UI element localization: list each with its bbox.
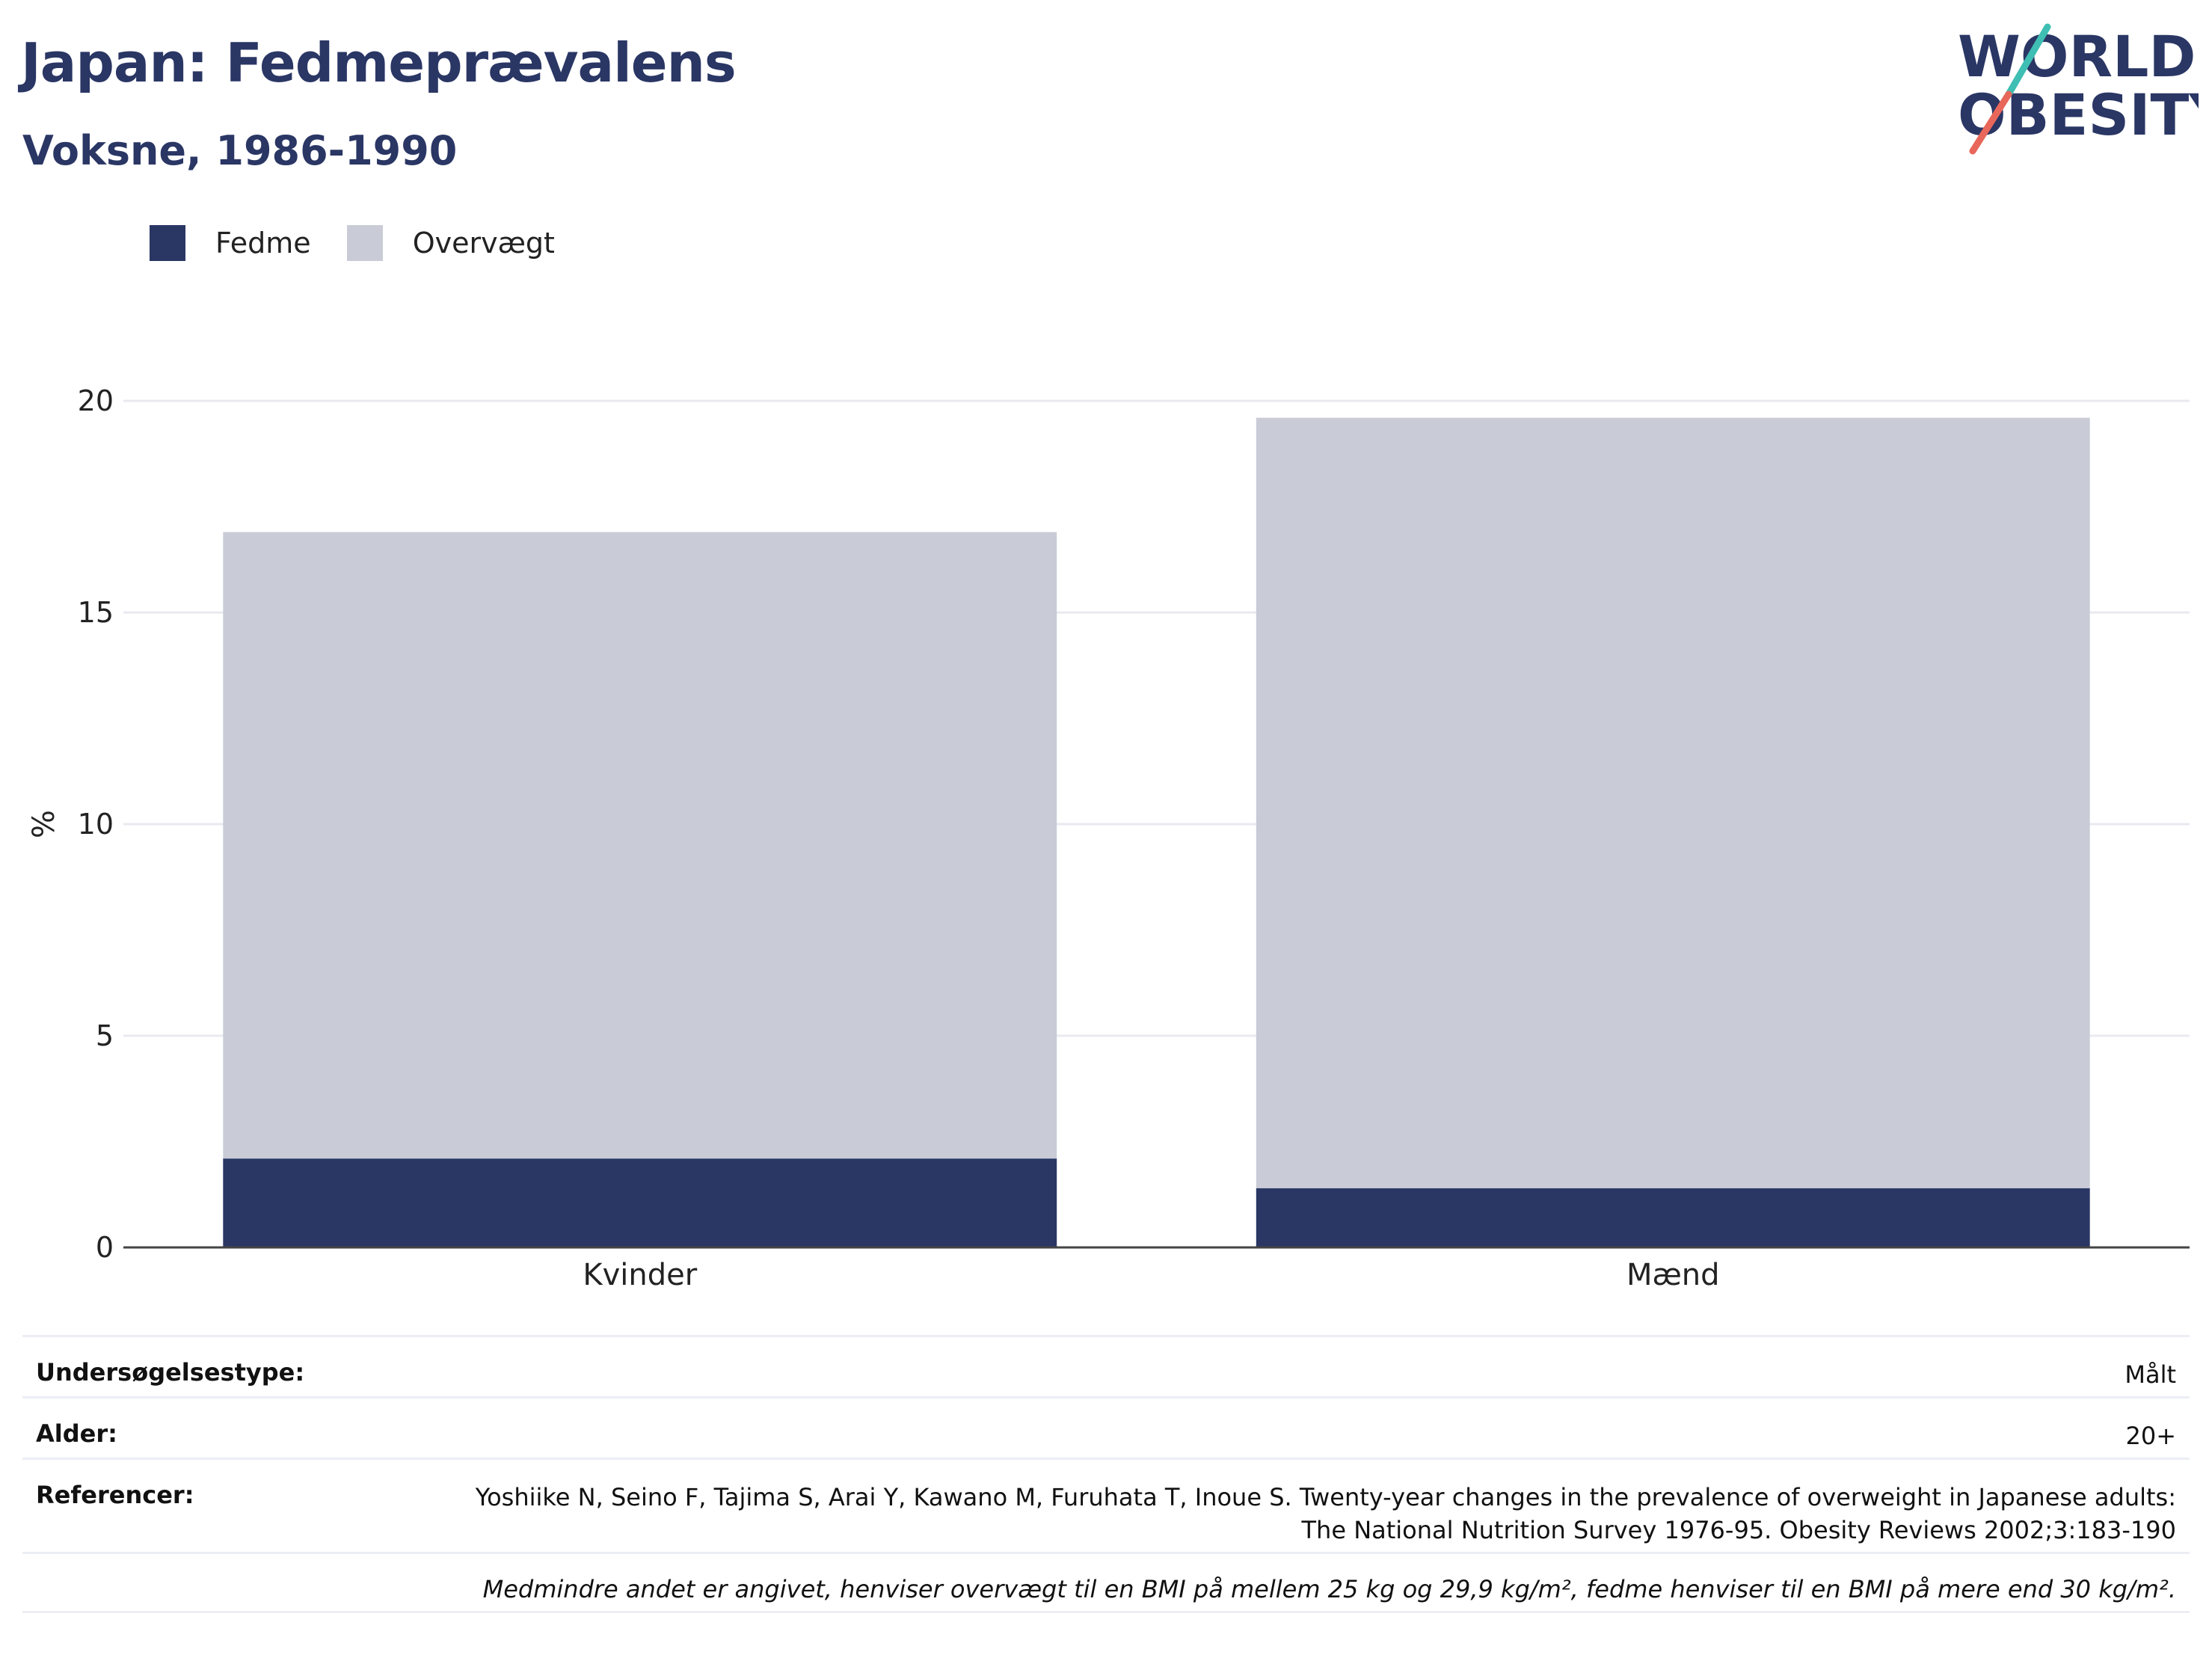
legend-item-overvaegt[interactable]: Overvægt <box>346 225 555 261</box>
x-category-label: Mænd <box>1626 1258 1720 1292</box>
info-key-survey-type: Undersøgelsestype: <box>36 1358 305 1387</box>
legend-swatch-overvaegt <box>346 225 383 261</box>
bars <box>223 417 2090 1247</box>
info-row-references: Referencer: Yoshiike N, Seino F, Tajima … <box>22 1458 2190 1552</box>
info-row-note: Medmindre andet er angivet, henviser ove… <box>22 1552 2190 1613</box>
y-tick-label: 10 <box>78 808 114 841</box>
info-key-age: Alder: <box>36 1419 117 1448</box>
legend-item-fedme[interactable]: Fedme <box>150 225 311 261</box>
y-tick-label: 15 <box>78 596 114 629</box>
legend-label-fedme: Fedme <box>215 227 311 260</box>
chart-legend: Fedme Overvægt <box>150 221 591 265</box>
axes: 0 5 10 15 20 Kvinder Mænd <box>78 384 2190 1292</box>
definition-note: Medmindre andet er angivet, henviser ove… <box>482 1575 2176 1603</box>
legend-swatch-fedme <box>150 225 185 261</box>
info-value-age: 20+ <box>2125 1422 2176 1450</box>
info-key-references: Referencer: <box>36 1481 194 1509</box>
y-tick-label: 5 <box>96 1019 114 1052</box>
info-row-age: Alder: 20+ <box>22 1396 2190 1458</box>
y-tick-label: 0 <box>96 1231 114 1264</box>
bar-chart: 0 5 10 15 20 Kvinder Mænd % <box>27 384 2190 1292</box>
bar-overvaegt-0[interactable] <box>223 532 1057 1159</box>
y-tick-label: 20 <box>78 384 114 417</box>
y-axis-label: % <box>27 810 61 838</box>
info-value-references: Yoshiike N, Seino F, Tajima S, Arai Y, K… <box>475 1483 2176 1544</box>
x-category-label: Kvinder <box>583 1258 697 1292</box>
bar-fedme-1[interactable] <box>1256 1188 2090 1247</box>
bar-overvaegt-1[interactable] <box>1256 417 2090 1188</box>
bar-fedme-0[interactable] <box>223 1158 1057 1247</box>
legend-label-overvaegt: Overvægt <box>412 227 555 260</box>
info-value-survey-type: Målt <box>2125 1360 2176 1389</box>
logo-teal-slash <box>2005 23 2051 98</box>
logo-line-1: WORLD <box>1958 23 2196 90</box>
page-subtitle: Voksne, 1986-1990 <box>22 127 458 174</box>
page-title: Japan: Fedmeprævalens <box>21 31 737 94</box>
logo-red-slash <box>1969 90 2012 155</box>
info-table: Undersøgelsestype: Målt Alder: 20+ Refer… <box>22 1335 2190 1613</box>
world-obesity-logo: WORLD OBESITY <box>1958 23 2199 155</box>
info-row-survey-type: Undersøgelsestype: Målt <box>22 1335 2190 1396</box>
